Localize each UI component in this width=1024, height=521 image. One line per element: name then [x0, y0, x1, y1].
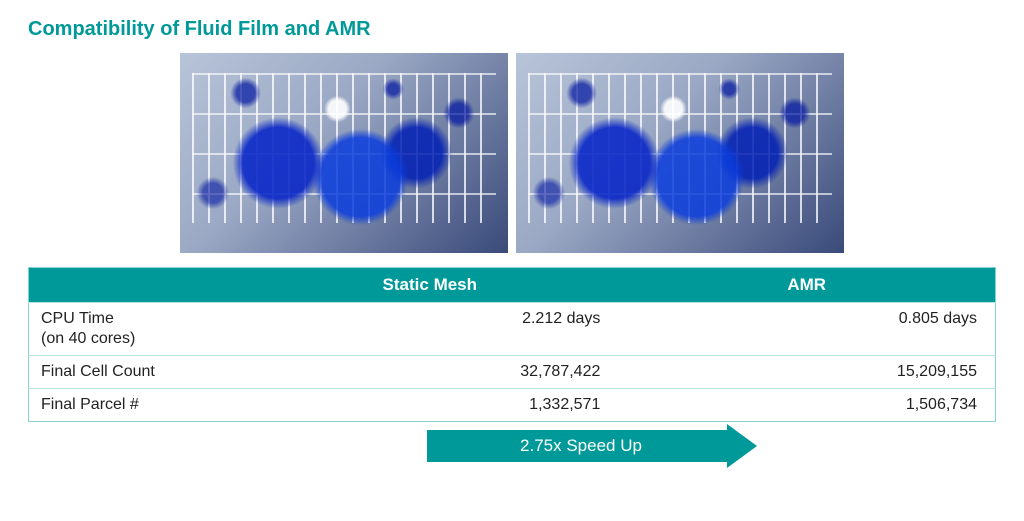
slide: Compatibility of Fluid Film and AMR Stat… [0, 0, 1024, 464]
row-amr-value: 0.805 days [618, 303, 995, 356]
row-amr-value: 15,209,155 [618, 356, 995, 389]
simulation-images-row [28, 53, 996, 253]
table-col-amr: AMR [618, 268, 995, 303]
speedup-arrow: 2.75x Speed Up [427, 428, 757, 464]
comparison-table: Static Mesh AMR CPU Time (on 40 cores) 2… [28, 267, 996, 422]
row-label: Final Parcel # [29, 389, 242, 422]
speedup-label: 2.75x Speed Up [427, 430, 727, 462]
row-label: CPU Time (on 40 cores) [29, 303, 242, 356]
table-row: CPU Time (on 40 cores) 2.212 days 0.805 … [29, 303, 996, 356]
table-header: Static Mesh AMR [29, 268, 996, 303]
amr-render [516, 53, 844, 253]
row-static-value: 2.212 days [241, 303, 618, 356]
static-mesh-render [180, 53, 508, 253]
speedup-arrow-wrap: 2.75x Speed Up [28, 428, 996, 464]
table-row: Final Cell Count 32,787,422 15,209,155 [29, 356, 996, 389]
table-row: Final Parcel # 1,332,571 1,506,734 [29, 389, 996, 422]
row-label: Final Cell Count [29, 356, 242, 389]
table-col-blank [29, 268, 242, 303]
table-col-static: Static Mesh [241, 268, 618, 303]
row-static-value: 1,332,571 [241, 389, 618, 422]
row-static-value: 32,787,422 [241, 356, 618, 389]
row-amr-value: 1,506,734 [618, 389, 995, 422]
arrow-head-icon [727, 424, 757, 468]
slide-title: Compatibility of Fluid Film and AMR [28, 18, 996, 41]
